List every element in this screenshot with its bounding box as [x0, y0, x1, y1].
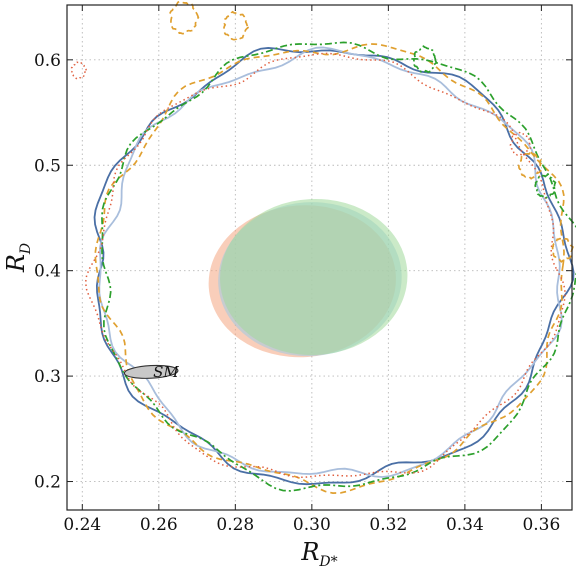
x-tick-label: 0.34: [446, 515, 484, 535]
svg-text:RD: RD: [2, 243, 34, 273]
contour-island: [168, 0, 200, 35]
y-axis-label: RD: [2, 243, 34, 273]
svg-text:RD*: RD*: [300, 538, 337, 570]
contour-islands: [70, 0, 574, 263]
sm-label: SM: [153, 363, 179, 381]
contour-solid: [93, 47, 575, 486]
y-tick-label: 0.5: [34, 156, 61, 176]
contour-island: [517, 150, 542, 180]
ticks: 0.24 0.26 0.28 0.30 0.32 0.34 0.36 0.2 0.3 0.4 0.5…: [34, 5, 572, 535]
y-tick-label: 0.3: [34, 367, 61, 387]
filled-regions: [208, 198, 408, 358]
contour-island: [509, 131, 532, 157]
contour-island: [551, 237, 574, 263]
y-tick-label: 0.2: [34, 473, 61, 493]
x-tick-label: 0.26: [140, 515, 178, 535]
x-axis-label-sub: D*: [318, 554, 337, 570]
contour-lines: [84, 41, 576, 494]
contour-dotted: [84, 52, 566, 479]
contour-island: [70, 61, 87, 80]
sm-point-group: SM: [123, 363, 179, 381]
x-tick-label: 0.36: [522, 515, 560, 535]
x-tick-label: 0.30: [293, 515, 331, 535]
filled-region: [220, 198, 408, 356]
plot-frame: [66, 4, 573, 511]
sm-point: [123, 364, 179, 379]
contour-dashdot: [101, 41, 576, 492]
x-tick-label: 0.32: [369, 515, 407, 535]
y-tick-label: 0.6: [34, 51, 61, 71]
y-tick-label: 0.4: [34, 262, 61, 282]
contour-solid-light: [98, 46, 563, 478]
x-tick-label: 0.24: [63, 515, 101, 535]
x-axis-label-main: R: [300, 538, 319, 566]
y-axis-label-main: R: [2, 254, 30, 273]
contour-island: [222, 10, 250, 41]
x-axis-label: RD*: [300, 538, 337, 570]
contour-island: [412, 45, 438, 74]
x-tick-label: 0.28: [216, 515, 254, 535]
y-axis-label-sub: D: [18, 243, 34, 255]
contour-island: [534, 173, 557, 200]
